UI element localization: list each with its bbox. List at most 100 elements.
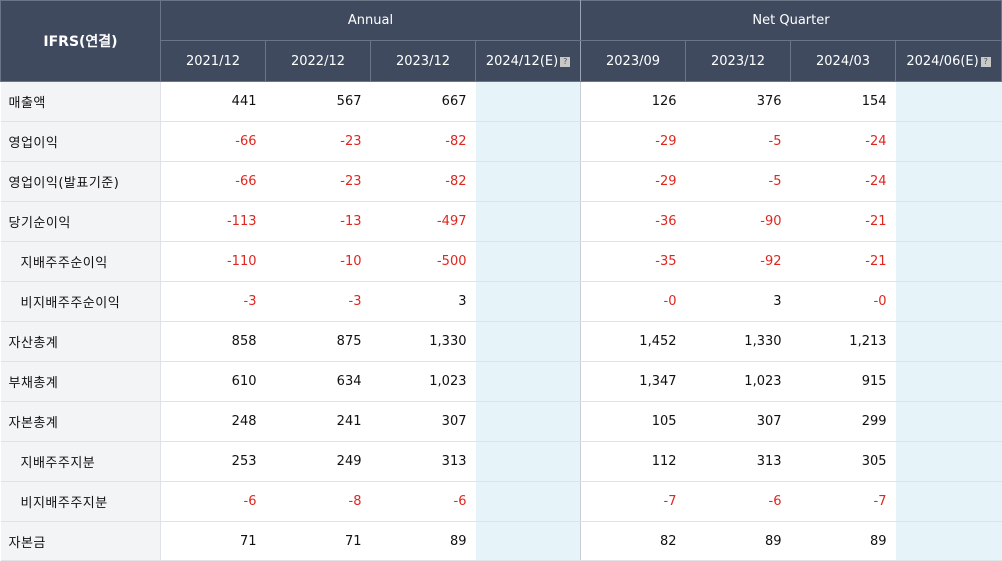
row-label[interactable]: 영업이익(발표기준) bbox=[0, 161, 161, 202]
annual-value-cell bbox=[475, 161, 582, 202]
quarter-value-cell: -90 bbox=[685, 201, 791, 242]
annual-value-cell: 667 bbox=[370, 81, 476, 122]
quarter-value-cell: -36 bbox=[580, 201, 686, 242]
row-label[interactable]: 지배주주순이익 bbox=[0, 241, 161, 282]
quarter-value-cell bbox=[895, 401, 1002, 442]
table-row: 비지배주주지분 -6 -8 -6 -7 -6 -7 bbox=[0, 481, 1002, 522]
annual-value-cell: -113 bbox=[160, 201, 266, 242]
annual-value-cell bbox=[475, 241, 582, 282]
row-label[interactable]: 비지배주주지분 bbox=[0, 481, 161, 522]
period-header: 2024/03 bbox=[790, 40, 897, 82]
row-label[interactable]: 비지배주주순이익 bbox=[0, 281, 161, 322]
annual-value-cell: 253 bbox=[160, 441, 266, 482]
table-row: 영업이익 -66 -23 -82 -29 -5 -24 bbox=[0, 121, 1002, 162]
quarter-value-cell bbox=[895, 281, 1002, 322]
quarter-value-cell: -0 bbox=[790, 281, 896, 322]
annual-value-cell: -10 bbox=[265, 241, 371, 282]
annual-value-cell: -6 bbox=[160, 481, 266, 522]
row-label[interactable]: 자본금 bbox=[0, 521, 161, 561]
annual-value-cell: -13 bbox=[265, 201, 371, 242]
quarter-value-cell: 1,213 bbox=[790, 321, 896, 362]
annual-value-cell: 441 bbox=[160, 81, 266, 122]
annual-value-cell: 71 bbox=[160, 521, 266, 561]
quarter-value-cell: -7 bbox=[790, 481, 896, 522]
quarter-value-cell: 126 bbox=[580, 81, 686, 122]
table-row: 비지배주주순이익 -3 -3 3 -0 3 -0 bbox=[0, 281, 1002, 322]
period-header: 2021/12 bbox=[160, 40, 266, 82]
row-label[interactable]: 지배주주지분 bbox=[0, 441, 161, 482]
quarter-value-cell: 1,347 bbox=[580, 361, 686, 402]
quarter-value-cell bbox=[895, 361, 1002, 402]
table-row: 부채총계 610 634 1,023 1,347 1,023 915 bbox=[0, 361, 1002, 402]
period-header-estimate: 2024/06(E)? bbox=[895, 40, 1002, 82]
annual-value-cell bbox=[475, 521, 582, 561]
annual-value-cell: -3 bbox=[160, 281, 266, 322]
annual-value-cell bbox=[475, 361, 582, 402]
annual-value-cell: 610 bbox=[160, 361, 266, 402]
annual-value-cell bbox=[475, 121, 582, 162]
quarter-value-cell bbox=[895, 521, 1002, 561]
ifrs-header: IFRS(연결) bbox=[0, 0, 161, 82]
period-header-estimate: 2024/12(E)? bbox=[474, 40, 582, 82]
annual-value-cell: -82 bbox=[370, 121, 476, 162]
row-label[interactable]: 당기순이익 bbox=[0, 201, 161, 242]
quarter-value-cell: 89 bbox=[685, 521, 791, 561]
period-label: 2024/06(E) bbox=[906, 53, 979, 69]
quarter-value-cell: -7 bbox=[580, 481, 686, 522]
annual-value-cell bbox=[475, 81, 582, 122]
quarter-value-cell: -5 bbox=[685, 161, 791, 202]
annual-value-cell bbox=[475, 441, 582, 482]
quarter-value-cell: -29 bbox=[580, 161, 686, 202]
quarter-value-cell: -92 bbox=[685, 241, 791, 282]
period-label: 2024/12(E) bbox=[485, 53, 559, 69]
quarter-value-cell bbox=[895, 121, 1002, 162]
quarter-value-cell: 3 bbox=[685, 281, 791, 322]
period-header: 2022/12 bbox=[265, 40, 371, 82]
annual-value-cell: 248 bbox=[160, 401, 266, 442]
help-icon[interactable]: ? bbox=[560, 56, 571, 67]
quarter-value-cell: -29 bbox=[580, 121, 686, 162]
quarter-value-cell bbox=[895, 81, 1002, 122]
table-row: 지배주주순이익 -110 -10 -500 -35 -92 -21 bbox=[0, 241, 1002, 282]
annual-value-cell: 858 bbox=[160, 321, 266, 362]
table-row: 매출액 441 567 667 126 376 154 bbox=[0, 81, 1002, 122]
row-label[interactable]: 자본총계 bbox=[0, 401, 161, 442]
annual-value-cell bbox=[475, 481, 582, 522]
quarter-value-cell bbox=[895, 321, 1002, 362]
quarter-value-cell bbox=[895, 481, 1002, 522]
row-label[interactable]: 매출액 bbox=[0, 81, 161, 122]
annual-value-cell: 875 bbox=[265, 321, 371, 362]
quarter-value-cell: 154 bbox=[790, 81, 896, 122]
quarter-value-cell: 313 bbox=[685, 441, 791, 482]
quarter-value-cell: 299 bbox=[790, 401, 896, 442]
table-row: 자본금 71 71 89 82 89 89 bbox=[0, 521, 1002, 561]
quarter-value-cell: -24 bbox=[790, 121, 896, 162]
net-quarter-header: Net Quarter bbox=[580, 0, 1002, 41]
table-row: 자본총계 248 241 307 105 307 299 bbox=[0, 401, 1002, 442]
annual-value-cell: -66 bbox=[160, 121, 266, 162]
annual-value-cell: -23 bbox=[265, 121, 371, 162]
table-row: 당기순이익 -113 -13 -497 -36 -90 -21 bbox=[0, 201, 1002, 242]
annual-value-cell: -497 bbox=[370, 201, 476, 242]
row-label[interactable]: 영업이익 bbox=[0, 121, 161, 162]
annual-value-cell: -3 bbox=[265, 281, 371, 322]
annual-value-cell: 634 bbox=[265, 361, 371, 402]
quarter-value-cell: 112 bbox=[580, 441, 686, 482]
quarter-value-cell: 1,023 bbox=[685, 361, 791, 402]
row-label[interactable]: 자산총계 bbox=[0, 321, 161, 362]
quarter-value-cell: -35 bbox=[580, 241, 686, 282]
quarter-value-cell: 105 bbox=[580, 401, 686, 442]
quarter-value-cell: 305 bbox=[790, 441, 896, 482]
quarter-value-cell: 376 bbox=[685, 81, 791, 122]
quarter-value-cell: 307 bbox=[685, 401, 791, 442]
quarter-value-cell: -5 bbox=[685, 121, 791, 162]
help-icon[interactable]: ? bbox=[980, 56, 991, 67]
quarter-value-cell: -6 bbox=[685, 481, 791, 522]
annual-value-cell bbox=[475, 201, 582, 242]
quarter-value-cell: -21 bbox=[790, 241, 896, 282]
annual-value-cell: 1,330 bbox=[370, 321, 476, 362]
quarter-value-cell: 915 bbox=[790, 361, 896, 402]
row-label[interactable]: 부채총계 bbox=[0, 361, 161, 402]
annual-value-cell bbox=[475, 281, 582, 322]
